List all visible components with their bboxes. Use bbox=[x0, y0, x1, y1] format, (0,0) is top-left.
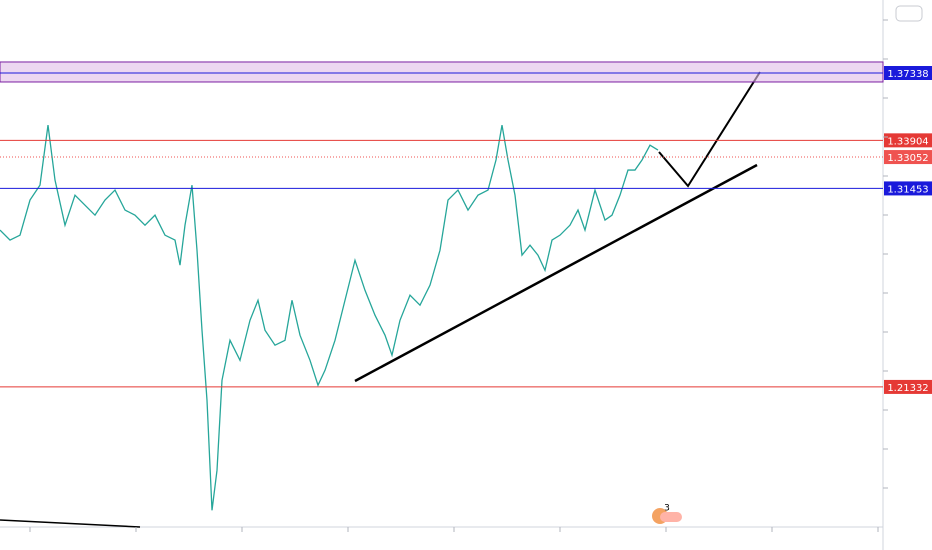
price-label: 1.33904 bbox=[887, 136, 928, 147]
drawing-line bbox=[0, 519, 141, 528]
events-badge-bg bbox=[660, 512, 682, 522]
price-label: 1.33052 bbox=[887, 153, 928, 164]
price-label-bg bbox=[884, 150, 932, 165]
price-label: 1.21332 bbox=[887, 383, 928, 394]
price-label-bg bbox=[884, 65, 932, 80]
price-line bbox=[0, 125, 659, 511]
price-label: 1.37338 bbox=[887, 69, 928, 80]
price-label-bg bbox=[884, 133, 932, 148]
trendline bbox=[354, 163, 758, 383]
zone bbox=[0, 61, 884, 83]
projection bbox=[658, 71, 761, 188]
events-count: 3 bbox=[664, 504, 670, 514]
price-label: 1.31453 bbox=[887, 184, 928, 195]
price-label-bg bbox=[884, 379, 932, 394]
settings-button[interactable] bbox=[895, 5, 923, 22]
axis-ticks bbox=[29, 19, 888, 532]
price-label-bg bbox=[884, 181, 932, 196]
